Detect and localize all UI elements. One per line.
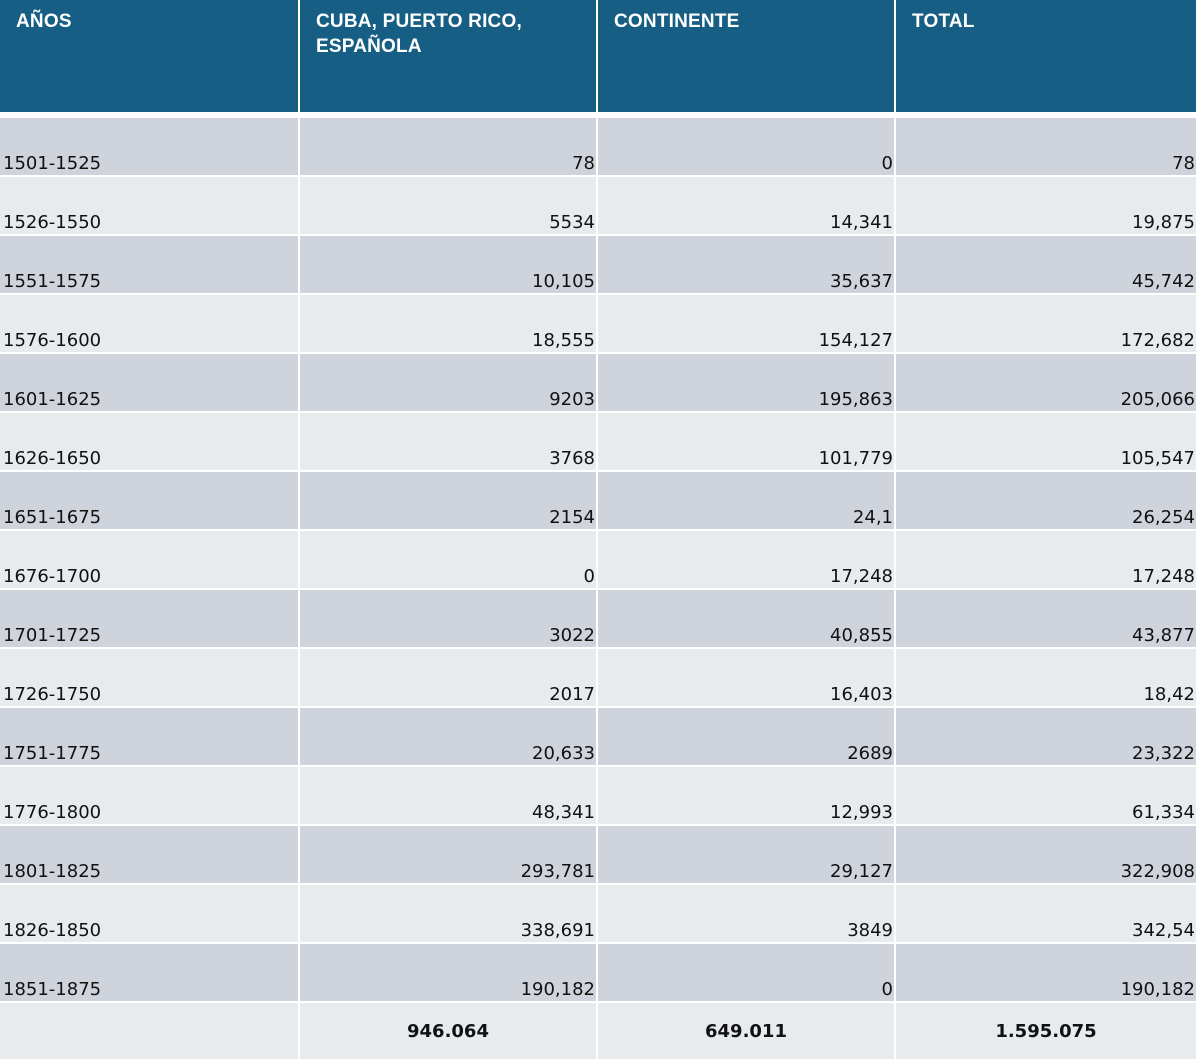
cell-years: 1776-1800 xyxy=(0,767,300,826)
cell-continente: 195,863 xyxy=(598,354,896,413)
cell-years: 1701-1725 xyxy=(0,590,300,649)
cell-years: 1551-1575 xyxy=(0,236,300,295)
cell-cuba: 5534 xyxy=(300,177,598,236)
cell-total: 205,066 xyxy=(896,354,1196,413)
cell-cuba: 190,182 xyxy=(300,944,598,1003)
cell-cuba: 78 xyxy=(300,118,598,177)
cell-total: 26,254 xyxy=(896,472,1196,531)
cell-years: 1601-1625 xyxy=(0,354,300,413)
total-total: 1.595.075 xyxy=(896,1003,1196,1061)
header-total: TOTAL xyxy=(896,0,1196,112)
cell-continente: 40,855 xyxy=(598,590,896,649)
cell-years: 1751-1775 xyxy=(0,708,300,767)
cell-cuba: 338,691 xyxy=(300,885,598,944)
cell-total: 18,42 xyxy=(896,649,1196,708)
cell-continente: 17,248 xyxy=(598,531,896,590)
cell-cuba: 10,105 xyxy=(300,236,598,295)
cell-cuba: 20,633 xyxy=(300,708,598,767)
cell-total: 43,877 xyxy=(896,590,1196,649)
cell-total: 61,334 xyxy=(896,767,1196,826)
cell-continente: 12,993 xyxy=(598,767,896,826)
header-cuba-puerto-rico-espanola: CUBA, PUERTO RICO, ESPAÑOLA xyxy=(300,0,598,112)
cell-years: 1851-1875 xyxy=(0,944,300,1003)
cell-years: 1526-1550 xyxy=(0,177,300,236)
cell-cuba: 9203 xyxy=(300,354,598,413)
header-years: AÑOS xyxy=(0,0,300,112)
cell-total: 17,248 xyxy=(896,531,1196,590)
cell-total: 19,875 xyxy=(896,177,1196,236)
total-continente: 649.011 xyxy=(598,1003,896,1061)
cell-total: 172,682 xyxy=(896,295,1196,354)
cell-years: 1651-1675 xyxy=(0,472,300,531)
header-gap xyxy=(0,112,1196,118)
cell-continente: 14,341 xyxy=(598,177,896,236)
cell-cuba: 0 xyxy=(300,531,598,590)
cell-years: 1501-1525 xyxy=(0,118,300,177)
cell-years: 1626-1650 xyxy=(0,413,300,472)
cell-total: 105,547 xyxy=(896,413,1196,472)
header-continente: CONTINENTE xyxy=(598,0,896,112)
cell-continente: 154,127 xyxy=(598,295,896,354)
total-years xyxy=(0,1003,300,1061)
cell-total: 78 xyxy=(896,118,1196,177)
cell-continente: 0 xyxy=(598,118,896,177)
cell-cuba: 3768 xyxy=(300,413,598,472)
cell-cuba: 293,781 xyxy=(300,826,598,885)
cell-cuba: 3022 xyxy=(300,590,598,649)
cell-cuba: 2154 xyxy=(300,472,598,531)
cell-continente: 35,637 xyxy=(598,236,896,295)
cell-total: 190,182 xyxy=(896,944,1196,1003)
cell-years: 1676-1700 xyxy=(0,531,300,590)
cell-years: 1576-1600 xyxy=(0,295,300,354)
cell-years: 1826-1850 xyxy=(0,885,300,944)
cell-continente: 16,403 xyxy=(598,649,896,708)
cell-cuba: 2017 xyxy=(300,649,598,708)
cell-cuba: 48,341 xyxy=(300,767,598,826)
cell-years: 1726-1750 xyxy=(0,649,300,708)
cell-total: 45,742 xyxy=(896,236,1196,295)
cell-total: 23,322 xyxy=(896,708,1196,767)
cell-continente: 29,127 xyxy=(598,826,896,885)
cell-continente: 24,1 xyxy=(598,472,896,531)
cell-continente: 2689 xyxy=(598,708,896,767)
total-cuba: 946.064 xyxy=(300,1003,598,1061)
cell-years: 1801-1825 xyxy=(0,826,300,885)
cell-total: 322,908 xyxy=(896,826,1196,885)
cell-continente: 101,779 xyxy=(598,413,896,472)
cell-total: 342,54 xyxy=(896,885,1196,944)
cell-continente: 3849 xyxy=(598,885,896,944)
cell-cuba: 18,555 xyxy=(300,295,598,354)
cell-continente: 0 xyxy=(598,944,896,1003)
